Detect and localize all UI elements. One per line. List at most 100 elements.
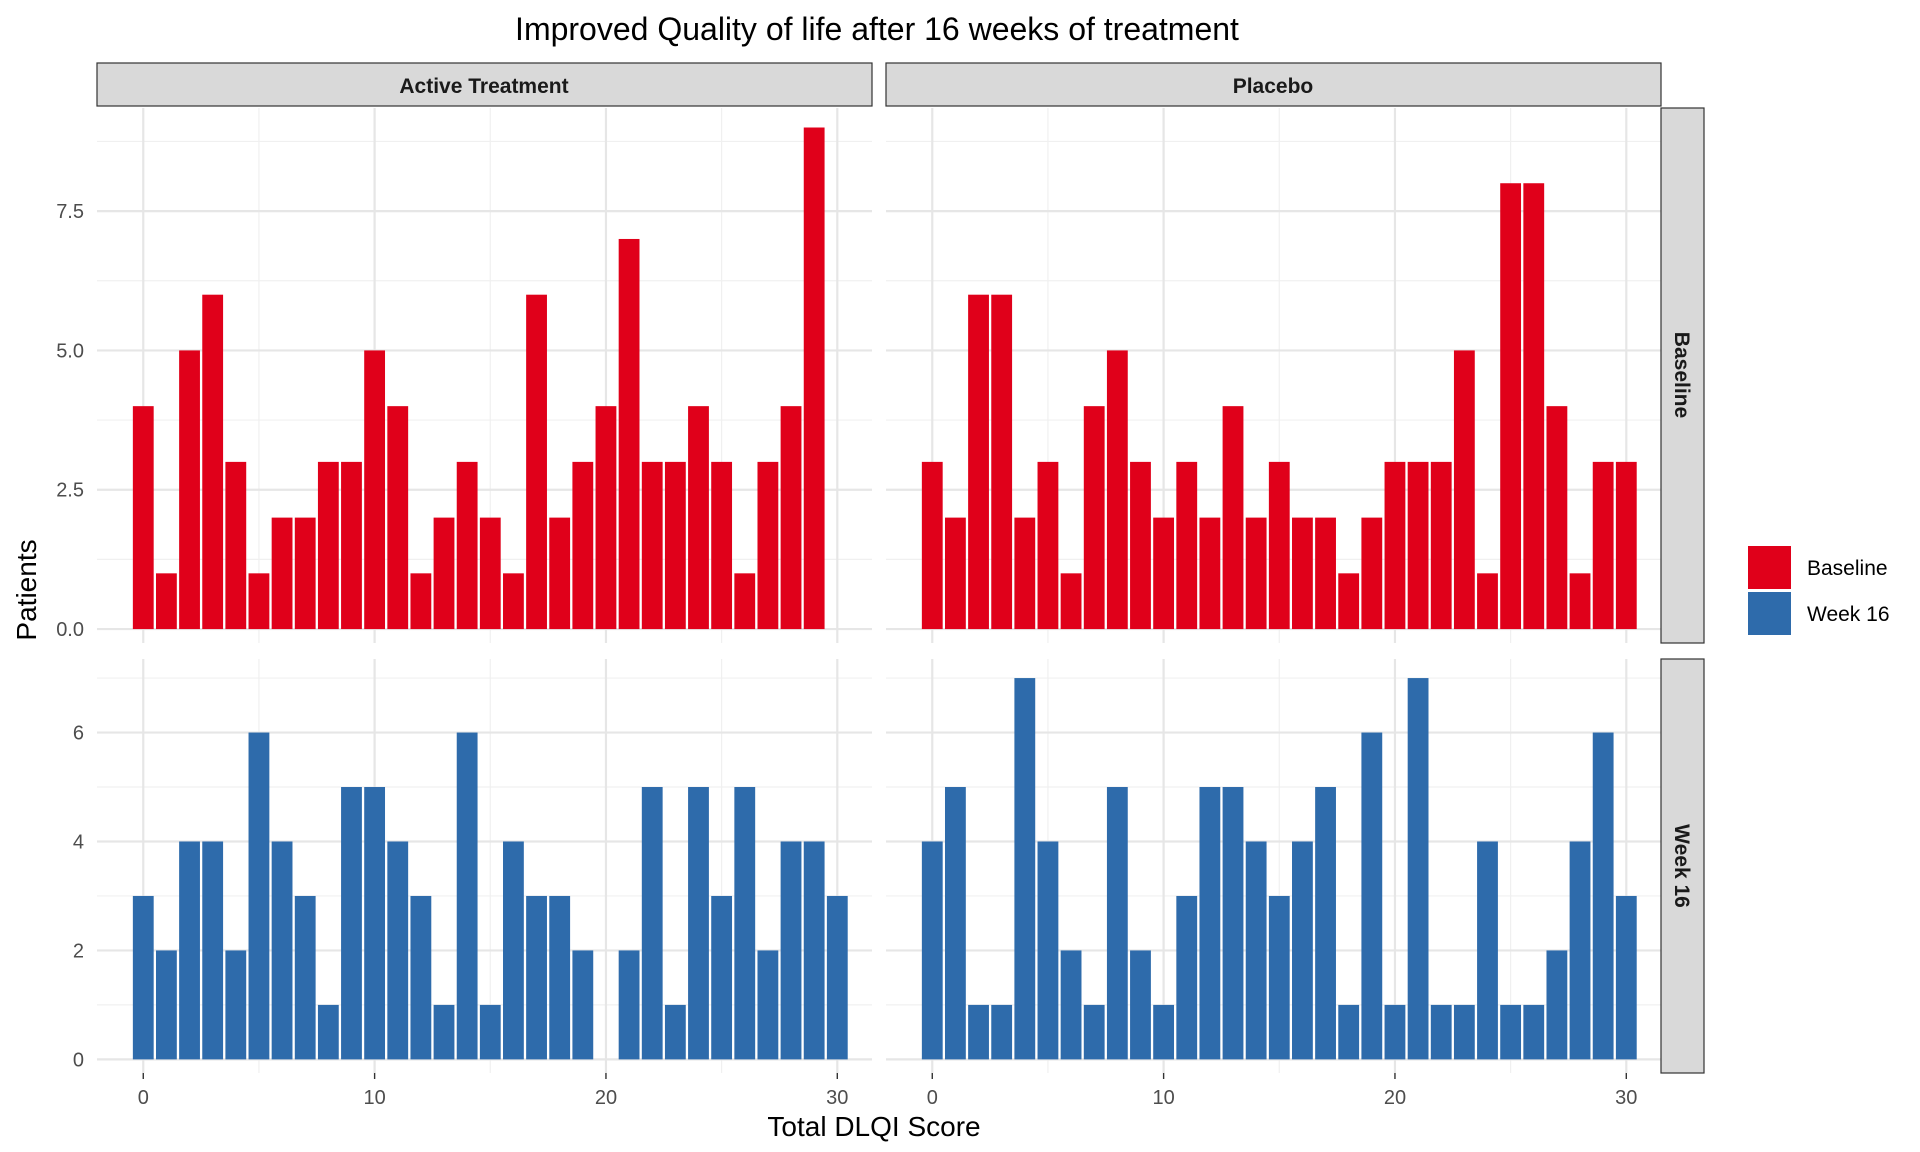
bar [1106,787,1128,1060]
bar [1523,183,1545,630]
bar [1153,517,1175,630]
bar [1176,461,1198,630]
x-tick-label: 30 [1615,1087,1637,1109]
bar [248,573,270,630]
y-tick-label: 0 [73,1049,84,1071]
bar [410,895,432,1060]
bar [664,1004,686,1060]
bar [1315,517,1336,630]
chart-title: Improved Quality of life after 16 weeks … [515,11,1239,47]
bar [1338,1004,1360,1060]
bar [1523,1004,1545,1060]
y-tick-label: 4 [73,831,84,853]
bar [826,895,848,1060]
facet-strip-label: Baseline [1670,332,1693,418]
bar [803,841,825,1060]
bar [1407,461,1429,630]
x-tick-label: 10 [1152,1087,1174,1109]
bar [1500,183,1522,630]
panel-baseline-active-treatment [97,108,872,643]
bar [618,238,640,630]
facet-strip-background [885,62,1662,107]
bar [803,127,825,630]
facet-strip-label: Active Treatment [399,75,568,98]
bar [225,461,247,630]
bar [1569,573,1591,630]
bar [294,517,316,630]
legend-key-week-16 [1748,592,1791,635]
bar [688,787,709,1060]
facet-strip-background [1660,658,1705,1074]
bar [317,461,339,630]
bar [1083,1004,1105,1060]
bar [618,950,640,1060]
facet-strip-label: Week 16 [1670,824,1693,908]
bar [248,732,270,1060]
bar [1477,841,1498,1060]
bar [1361,732,1383,1060]
bar [433,517,455,630]
bar [711,895,733,1060]
bar [780,841,802,1060]
bar [1083,406,1105,630]
bar [1430,1004,1452,1060]
legend-key-baseline [1748,546,1791,589]
panel-week-16-active-treatment [97,659,872,1073]
panel-week-16-placebo [886,659,1661,1073]
x-tick-label: 0 [138,1087,149,1109]
bar [641,787,663,1060]
bar [1615,461,1637,630]
bar [479,517,501,630]
bar [1222,406,1244,630]
facet-strip-background [96,62,873,107]
y-tick-label: 2.5 [56,480,84,502]
bar [1384,461,1406,630]
bar [757,950,779,1060]
bar [1592,461,1614,630]
legend-label-baseline: Baseline [1807,557,1888,580]
bar [1384,1004,1406,1060]
x-tick-label: 20 [1384,1087,1406,1109]
facet-strip-background [1660,107,1705,644]
legend: Baseline Week 16 [1748,546,1890,635]
x-tick-label: 0 [927,1087,938,1109]
bar [341,787,362,1060]
bar [1245,517,1267,630]
bar [921,841,943,1060]
x-axis-title: Total DLQI Score [767,1111,980,1142]
y-tick-label: 2 [73,940,84,962]
bar [1268,895,1290,1060]
bar [271,517,293,630]
bar [364,787,386,1060]
bar [387,406,409,630]
bar [1245,841,1267,1060]
bar [780,406,802,630]
bar [179,841,200,1060]
bar [1176,895,1198,1060]
bar [1292,841,1313,1060]
bar [1153,1004,1175,1060]
bar [664,461,686,630]
bar [1453,350,1475,630]
facet-strip-baseline: Baseline [1660,107,1705,644]
bar [1037,841,1059,1060]
bar [595,406,617,630]
bar [1453,1004,1475,1060]
bar [1292,517,1313,630]
bar [155,950,177,1060]
bar [1060,573,1082,630]
bar [1361,517,1383,630]
bar [991,294,1013,630]
y-tick-label: 7.5 [56,201,84,223]
bar [503,573,524,630]
bar [503,841,524,1060]
bar [1199,787,1221,1060]
bar [688,406,709,630]
bar [387,841,409,1060]
bar [526,294,547,630]
bar [1477,573,1498,630]
bar [968,294,989,630]
bar [1315,787,1336,1060]
y-tick-label: 5.0 [56,340,84,362]
